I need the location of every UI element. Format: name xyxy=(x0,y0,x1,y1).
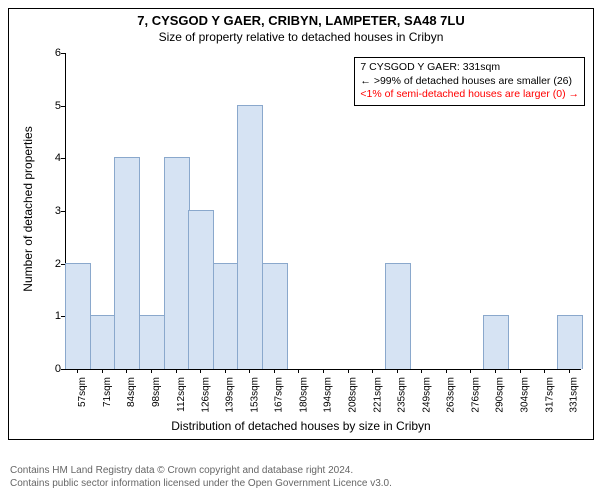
annotation-line-2: ← >99% of detached houses are smaller (2… xyxy=(360,75,579,89)
x-tick xyxy=(544,369,545,373)
bar xyxy=(90,315,116,369)
bar xyxy=(188,210,214,369)
x-tick-label: 221sqm xyxy=(372,377,383,413)
bar xyxy=(557,315,583,369)
footer-line-2: Contains public sector information licen… xyxy=(10,477,392,490)
x-tick xyxy=(397,369,398,373)
x-tick-label: 276sqm xyxy=(470,377,481,413)
x-tick-label: 71sqm xyxy=(102,377,113,407)
bar xyxy=(164,157,190,369)
x-tick-label: 126sqm xyxy=(200,377,211,413)
x-tick xyxy=(176,369,177,373)
x-tick-label: 84sqm xyxy=(126,377,137,407)
bar xyxy=(213,263,239,369)
x-tick-label: 167sqm xyxy=(274,377,285,413)
x-tick xyxy=(151,369,152,373)
chart-subtitle: Size of property relative to detached ho… xyxy=(9,30,593,44)
x-tick xyxy=(77,369,78,373)
x-tick xyxy=(274,369,275,373)
x-tick-label: 139sqm xyxy=(225,377,236,413)
x-tick xyxy=(470,369,471,373)
chart-title: 7, CYSGOD Y GAER, CRIBYN, LAMPETER, SA48… xyxy=(9,13,593,28)
x-tick xyxy=(323,369,324,373)
x-tick-label: 331sqm xyxy=(569,377,580,413)
x-tick-label: 194sqm xyxy=(323,377,334,413)
footer: Contains HM Land Registry data © Crown c… xyxy=(10,464,392,490)
x-tick xyxy=(348,369,349,373)
bar xyxy=(483,315,509,369)
x-tick-label: 317sqm xyxy=(544,377,555,413)
x-tick xyxy=(126,369,127,373)
x-axis-label: Distribution of detached houses by size … xyxy=(9,419,593,433)
x-tick xyxy=(249,369,250,373)
x-tick-label: 304sqm xyxy=(520,377,531,413)
x-tick xyxy=(569,369,570,373)
x-tick xyxy=(495,369,496,373)
x-tick-label: 249sqm xyxy=(421,377,432,413)
annotation-line-3: <1% of semi-detached houses are larger (… xyxy=(360,88,579,102)
x-tick xyxy=(200,369,201,373)
chart-container: 7, CYSGOD Y GAER, CRIBYN, LAMPETER, SA48… xyxy=(8,8,594,440)
x-tick-label: 208sqm xyxy=(348,377,359,413)
bar xyxy=(385,263,411,369)
x-tick-label: 57sqm xyxy=(77,377,88,407)
x-tick xyxy=(298,369,299,373)
x-tick-label: 98sqm xyxy=(151,377,162,407)
x-tick-label: 153sqm xyxy=(249,377,260,413)
x-tick xyxy=(421,369,422,373)
x-tick xyxy=(372,369,373,373)
x-tick-label: 112sqm xyxy=(176,377,187,412)
bar xyxy=(65,263,91,369)
bar xyxy=(139,315,165,369)
x-tick-label: 290sqm xyxy=(495,377,506,413)
x-tick xyxy=(102,369,103,373)
x-tick xyxy=(225,369,226,373)
x-tick-label: 235sqm xyxy=(397,377,408,413)
bar xyxy=(237,105,263,369)
x-tick-label: 263sqm xyxy=(446,377,457,413)
x-tick xyxy=(520,369,521,373)
annotation-box: 7 CYSGOD Y GAER: 331sqm ← >99% of detach… xyxy=(354,57,585,106)
bar xyxy=(114,157,140,369)
x-tick-label: 180sqm xyxy=(298,377,309,413)
annotation-line-1: 7 CYSGOD Y GAER: 331sqm xyxy=(360,61,579,75)
bar xyxy=(262,263,288,369)
x-tick xyxy=(446,369,447,373)
footer-line-1: Contains HM Land Registry data © Crown c… xyxy=(10,464,392,477)
y-axis-label: Number of detached properties xyxy=(21,126,35,291)
